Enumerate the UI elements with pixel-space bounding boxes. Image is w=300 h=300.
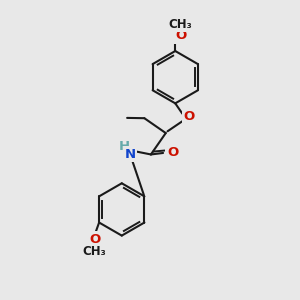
Text: N: N	[124, 148, 136, 161]
Text: H: H	[119, 140, 130, 153]
Text: O: O	[175, 29, 186, 42]
Text: O: O	[167, 146, 178, 160]
Text: O: O	[184, 110, 195, 123]
Text: O: O	[89, 233, 100, 246]
Text: CH₃: CH₃	[83, 245, 106, 258]
Text: CH₃: CH₃	[169, 18, 193, 31]
